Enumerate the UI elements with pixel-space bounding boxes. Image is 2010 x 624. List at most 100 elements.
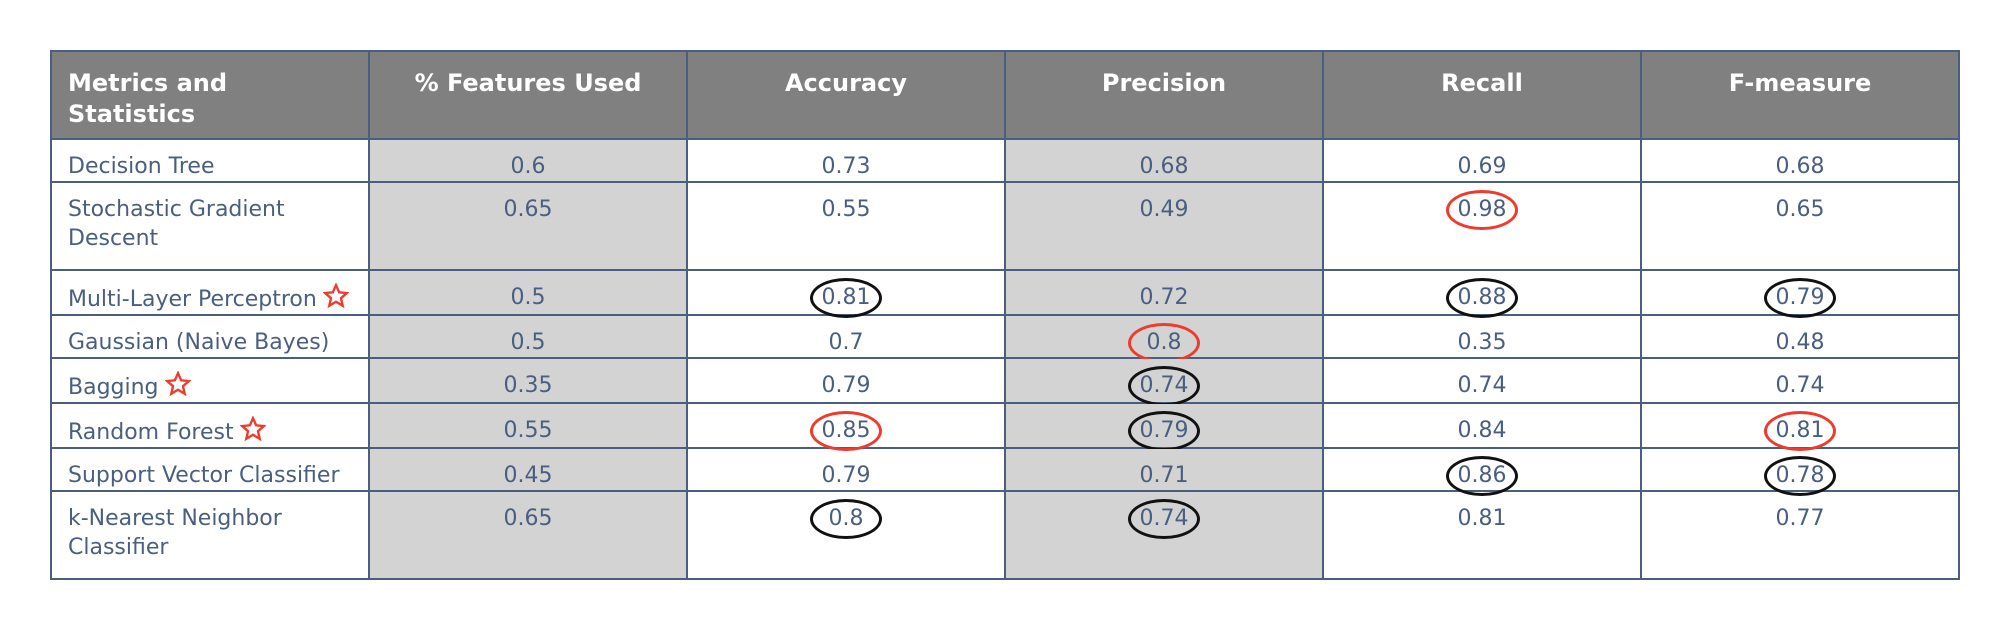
header-f-measure: F-measure <box>1640 50 1960 140</box>
cell-accuracy: 0.73 <box>686 138 1006 183</box>
cell-value: 0.5 <box>510 285 546 310</box>
row-label: Gaussian (Naive Bayes) <box>50 314 370 359</box>
cell-features-used: 0.5 <box>368 314 688 359</box>
row-label: Bagging <box>50 357 370 404</box>
cell-accuracy: 0.7 <box>686 314 1006 359</box>
cell-recall: 0.84 <box>1322 402 1642 449</box>
row-label-text: k-Nearest Neighbor Classifier <box>68 506 282 560</box>
cell-accuracy: 0.85 <box>686 402 1006 449</box>
cell-value: 0.55 <box>821 197 871 222</box>
cell-f-measure: 0.65 <box>1640 181 1960 271</box>
cell-f-measure: 0.77 <box>1640 490 1960 580</box>
cell-accuracy: 0.55 <box>686 181 1006 271</box>
row-label-text: Bagging <box>68 375 159 400</box>
cell-value: 0.74 <box>1457 373 1507 398</box>
cell-value: 0.68 <box>1775 154 1825 179</box>
cell-value: 0.71 <box>1139 463 1189 488</box>
header-precision: Precision <box>1004 50 1324 140</box>
cell-precision: 0.49 <box>1004 181 1324 271</box>
row-label: Multi-Layer Perceptron <box>50 269 370 316</box>
header-row: Metrics and Statistics % Features Used A… <box>50 50 1960 140</box>
circled-value-black: 0.86 <box>1457 463 1507 488</box>
cell-value: 0.55 <box>503 418 553 443</box>
cell-precision: 0.8 <box>1004 314 1324 359</box>
cell-value: 0.81 <box>1457 506 1507 531</box>
circled-value-red: 0.98 <box>1457 197 1507 222</box>
cell-value: 0.45 <box>503 463 553 488</box>
cell-f-measure: 0.81 <box>1640 402 1960 449</box>
cell-value: 0.73 <box>821 154 871 179</box>
cell-accuracy: 0.79 <box>686 447 1006 492</box>
circled-value-black: 0.74 <box>1139 373 1189 398</box>
circled-value-black: 0.79 <box>1139 418 1189 443</box>
star-outline-icon <box>239 416 266 442</box>
table-row: Random Forest 0.55 0.85 0.79 0.84 0.81 <box>50 402 1960 449</box>
circled-value-black: 0.74 <box>1139 506 1189 531</box>
cell-features-used: 0.55 <box>368 402 688 449</box>
cell-recall: 0.88 <box>1322 269 1642 316</box>
table-row: Gaussian (Naive Bayes) 0.5 0.7 0.8 0.35 0.48 <box>50 314 1960 359</box>
circled-value-red: 0.8 <box>1146 330 1182 355</box>
cell-value: 0.84 <box>1457 418 1507 443</box>
cell-precision: 0.68 <box>1004 138 1324 183</box>
cell-value: 0.65 <box>503 506 553 531</box>
cell-precision: 0.72 <box>1004 269 1324 316</box>
cell-f-measure: 0.79 <box>1640 269 1960 316</box>
table-row: Support Vector Classifier 0.45 0.79 0.71 0.8… <box>50 447 1960 492</box>
circled-value-red: 0.85 <box>821 418 871 443</box>
cell-value: 0.6 <box>510 154 546 179</box>
cell-value: 0.35 <box>503 373 553 398</box>
row-label-text: Support Vector Classifier <box>68 463 340 488</box>
header-features-used: % Features Used <box>368 50 688 140</box>
cell-f-measure: 0.48 <box>1640 314 1960 359</box>
cell-recall: 0.74 <box>1322 357 1642 404</box>
cell-precision: 0.79 <box>1004 402 1324 449</box>
cell-value: 0.69 <box>1457 154 1507 179</box>
star-outline-icon <box>164 371 191 397</box>
cell-value: 0.74 <box>1775 373 1825 398</box>
cell-features-used: 0.65 <box>368 181 688 271</box>
table-row: Multi-Layer Perceptron 0.5 0.81 0.72 0.88 0.7… <box>50 269 1960 316</box>
cell-f-measure: 0.78 <box>1640 447 1960 492</box>
header-accuracy: Accuracy <box>686 50 1006 140</box>
cell-precision: 0.74 <box>1004 357 1324 404</box>
cell-value: 0.65 <box>1775 197 1825 222</box>
cell-features-used: 0.5 <box>368 269 688 316</box>
cell-accuracy: 0.8 <box>686 490 1006 580</box>
row-label-text: Gaussian (Naive Bayes) <box>68 330 330 355</box>
row-label-text: Stochastic Gradient Descent <box>68 197 285 251</box>
circled-value-red: 0.81 <box>1775 418 1825 443</box>
cell-value: 0.72 <box>1139 285 1189 310</box>
cell-recall: 0.35 <box>1322 314 1642 359</box>
circled-value-black: 0.8 <box>828 506 864 531</box>
cell-precision: 0.74 <box>1004 490 1324 580</box>
cell-recall: 0.81 <box>1322 490 1642 580</box>
cell-accuracy: 0.79 <box>686 357 1006 404</box>
circled-value-black: 0.79 <box>1775 285 1825 310</box>
table-row: Stochastic Gradient Descent 0.65 0.55 0.49 0… <box>50 181 1960 271</box>
row-label: k-Nearest Neighbor Classifier <box>50 490 370 580</box>
row-label-text: Random Forest <box>68 420 234 445</box>
cell-recall: 0.98 <box>1322 181 1642 271</box>
table-row: Bagging 0.35 0.79 0.74 0.74 0.74 <box>50 357 1960 404</box>
circled-value-black: 0.78 <box>1775 463 1825 488</box>
header-metrics: Metrics and Statistics <box>50 50 370 140</box>
table-row: Decision Tree 0.6 0.73 0.68 0.69 0.68 <box>50 138 1960 183</box>
row-label: Stochastic Gradient Descent <box>50 181 370 271</box>
circled-value-black: 0.88 <box>1457 285 1507 310</box>
cell-value: 0.48 <box>1775 330 1825 355</box>
cell-f-measure: 0.68 <box>1640 138 1960 183</box>
cell-value: 0.35 <box>1457 330 1507 355</box>
cell-features-used: 0.45 <box>368 447 688 492</box>
cell-value: 0.65 <box>503 197 553 222</box>
metrics-table: Metrics and Statistics % Features Used A… <box>50 50 1960 580</box>
cell-value: 0.5 <box>510 330 546 355</box>
cell-accuracy: 0.81 <box>686 269 1006 316</box>
star-outline-icon <box>322 283 349 309</box>
cell-value: 0.49 <box>1139 197 1189 222</box>
row-label: Decision Tree <box>50 138 370 183</box>
cell-recall: 0.86 <box>1322 447 1642 492</box>
cell-precision: 0.71 <box>1004 447 1324 492</box>
cell-value: 0.79 <box>821 463 871 488</box>
cell-features-used: 0.35 <box>368 357 688 404</box>
